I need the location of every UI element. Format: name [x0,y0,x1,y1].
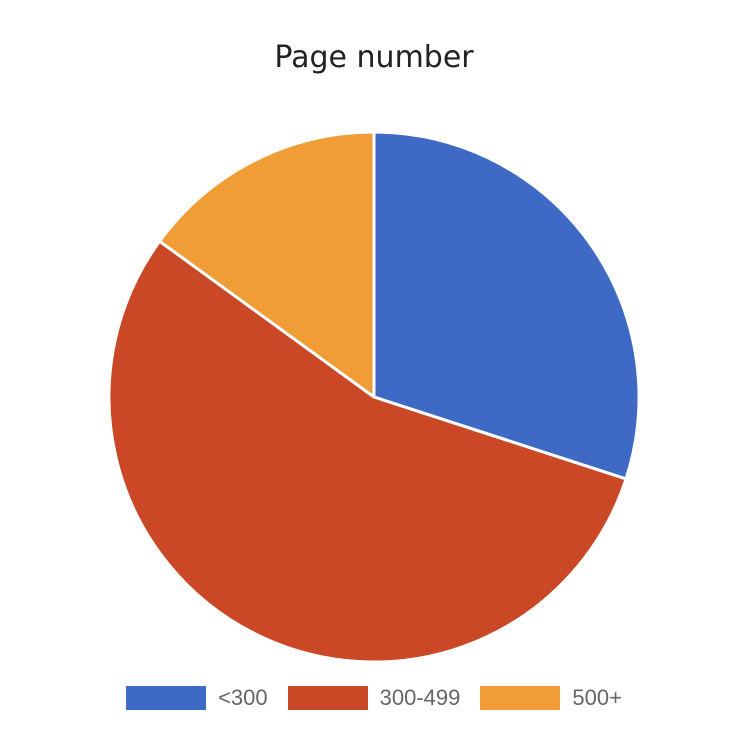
legend-label: 300-499 [379,685,461,710]
legend-swatch [480,686,561,710]
chart-title: Page number [274,40,474,75]
pie-slice[interactable] [158,130,376,399]
legend-item[interactable]: 300-499 [287,684,461,712]
legend: <300 300-499 500+ [0,684,748,712]
legend-item[interactable]: 500+ [480,684,622,712]
legend-swatch [287,686,368,710]
legend-label: 500+ [572,685,622,710]
legend-label: <300 [218,685,268,710]
pie-slice[interactable] [372,130,641,481]
legend-swatch [126,686,207,710]
pie-slice[interactable] [107,239,628,664]
legend-item[interactable]: <300 [126,684,268,712]
